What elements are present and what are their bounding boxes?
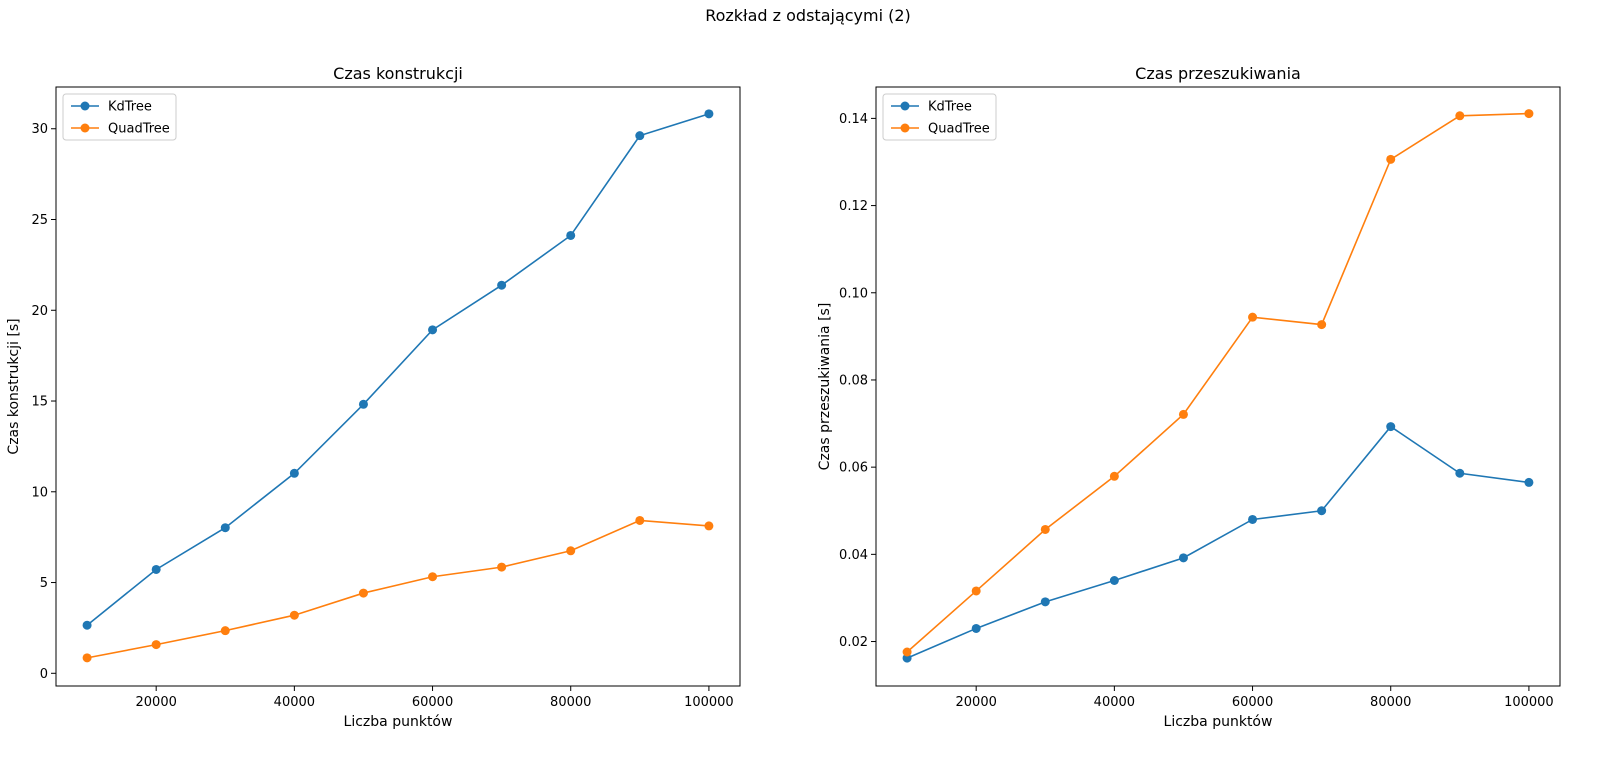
- x-tick-label: 40000: [1094, 695, 1135, 710]
- data-point-quadtree: [1455, 111, 1465, 121]
- data-point-quadtree: [428, 572, 438, 582]
- y-tick-label: 30: [31, 122, 48, 137]
- data-point-kdtree: [1178, 553, 1188, 563]
- legend-label-quadtree: QuadTree: [108, 122, 170, 137]
- chart-panel-1: Czas konstrukcji 20000 40000 60000 80000 1000…: [6, 64, 741, 730]
- y-tick-label: 0.02: [839, 635, 868, 650]
- x-tick-label: 100000: [1504, 695, 1554, 710]
- x-tick-label: 60000: [412, 695, 453, 710]
- data-point-kdtree: [428, 325, 438, 335]
- y-tick-label: 20: [31, 304, 48, 319]
- legend-label-kdtree: KdTree: [108, 100, 152, 115]
- y-tick-label: 0.08: [839, 373, 868, 388]
- legend: KdTree QuadTree: [882, 93, 997, 141]
- data-point-kdtree: [220, 523, 230, 533]
- y-tick-label: 0.14: [839, 112, 868, 127]
- data-point-quadtree: [1040, 524, 1050, 534]
- x-tick-label: 80000: [1370, 695, 1411, 710]
- x-tick-label: 20000: [136, 695, 177, 710]
- series-line-kdtree: [906, 425, 1530, 659]
- y-axis-label: Czas konstrukcji [s]: [6, 318, 22, 454]
- data-point-kdtree: [289, 468, 299, 478]
- data-point-kdtree: [704, 109, 714, 119]
- legend: KdTree QuadTree: [62, 93, 177, 141]
- y-tick-label: 15: [31, 395, 48, 410]
- x-tick-label: 100000: [684, 695, 734, 710]
- legend-label-quadtree: QuadTree: [928, 122, 990, 137]
- series-line-quadtree: [86, 519, 709, 659]
- data-point-quadtree: [82, 653, 92, 663]
- data-point-quadtree: [566, 546, 576, 556]
- data-point-quadtree: [704, 521, 714, 531]
- chart-title: Czas konstrukcji: [333, 64, 463, 83]
- data-point-quadtree: [635, 515, 645, 525]
- legend-marker-kdtree: [900, 101, 910, 111]
- legend-label-kdtree: KdTree: [928, 100, 972, 115]
- data-point-quadtree: [1317, 320, 1327, 330]
- data-point-quadtree: [497, 562, 507, 572]
- data-point-quadtree: [971, 586, 981, 596]
- data-point-quadtree: [902, 647, 912, 657]
- data-point-kdtree: [151, 564, 161, 574]
- y-tick-label: 0: [40, 667, 48, 682]
- data-point-kdtree: [358, 399, 368, 409]
- y-tick-label: 10: [31, 485, 48, 500]
- data-point-kdtree: [1248, 514, 1258, 524]
- data-point-kdtree: [1386, 422, 1396, 432]
- legend-marker-quadtree: [900, 123, 910, 133]
- x-axis-label: Liczba punktów: [1164, 714, 1273, 730]
- x-tick-label: 60000: [1232, 695, 1273, 710]
- legend-marker-quadtree: [80, 123, 90, 133]
- data-point-quadtree: [289, 610, 299, 620]
- chart-panel-2: Czas przeszukiwania 20000 40000 60000 80000 1…: [817, 64, 1561, 730]
- data-point-kdtree: [1040, 597, 1050, 607]
- y-tick-label: 0.12: [839, 199, 868, 214]
- series-line-quadtree: [906, 112, 1529, 653]
- x-tick-label: 20000: [956, 695, 997, 710]
- y-tick-label: 0.04: [839, 548, 868, 563]
- legend-marker-kdtree: [80, 101, 90, 111]
- data-point-quadtree: [1386, 154, 1396, 164]
- data-point-kdtree: [1455, 468, 1465, 478]
- y-tick-label: 25: [31, 213, 48, 228]
- data-point-kdtree: [497, 280, 507, 290]
- x-tick-label: 80000: [550, 695, 591, 710]
- data-point-quadtree: [1178, 409, 1188, 419]
- figure-title: Rozkład z odstającymi (2): [705, 6, 911, 25]
- data-point-quadtree: [151, 640, 161, 650]
- data-point-kdtree: [971, 623, 981, 633]
- axes-frame: [875, 86, 1561, 687]
- chart-title: Czas przeszukiwania: [1135, 64, 1301, 83]
- data-point-quadtree: [1248, 312, 1258, 322]
- data-point-quadtree: [1109, 471, 1119, 481]
- data-point-kdtree: [1524, 477, 1534, 487]
- x-axis-label: Liczba punktów: [344, 714, 453, 730]
- data-point-kdtree: [1317, 506, 1327, 516]
- data-point-kdtree: [635, 131, 645, 141]
- y-tick-label: 0.10: [839, 286, 868, 301]
- series-line-kdtree: [86, 113, 710, 626]
- y-axis-label: Czas przeszukiwania [s]: [817, 303, 833, 471]
- data-point-kdtree: [566, 230, 576, 240]
- data-point-kdtree: [82, 620, 92, 630]
- data-point-kdtree: [1109, 575, 1119, 585]
- data-point-quadtree: [358, 588, 368, 598]
- data-point-quadtree: [220, 626, 230, 636]
- data-point-quadtree: [1524, 109, 1534, 119]
- x-tick-label: 40000: [274, 695, 315, 710]
- y-tick-label: 5: [40, 576, 48, 591]
- axes-frame: [55, 86, 741, 687]
- y-tick-label: 0.06: [839, 461, 868, 476]
